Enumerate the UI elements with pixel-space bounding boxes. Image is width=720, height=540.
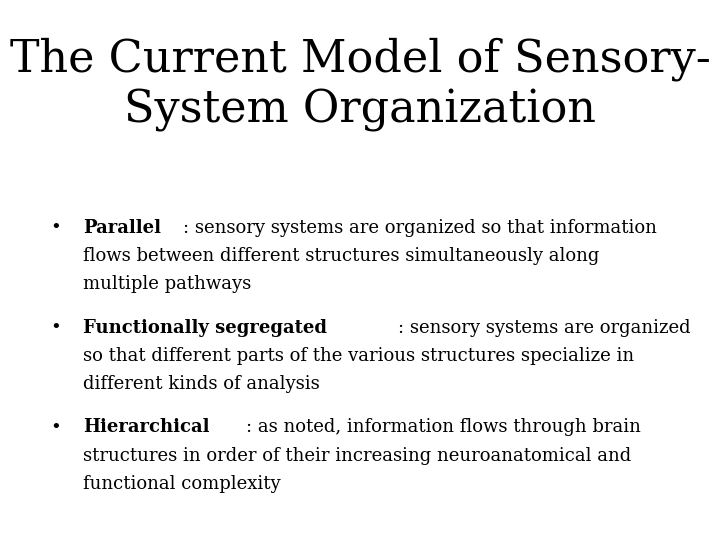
- Text: multiple pathways: multiple pathways: [83, 275, 251, 293]
- Text: : sensory systems are organized: : sensory systems are organized: [397, 319, 690, 336]
- Text: The Current Model of Sensory-
System Organization: The Current Model of Sensory- System Org…: [9, 38, 711, 132]
- Text: flows between different structures simultaneously along: flows between different structures simul…: [83, 247, 599, 265]
- Text: Functionally segregated: Functionally segregated: [83, 319, 327, 336]
- Text: •: •: [50, 219, 61, 237]
- Text: different kinds of analysis: different kinds of analysis: [83, 375, 320, 393]
- Text: Parallel: Parallel: [83, 219, 161, 237]
- Text: •: •: [50, 418, 61, 436]
- Text: : sensory systems are organized so that information: : sensory systems are organized so that …: [184, 219, 657, 237]
- Text: •: •: [50, 319, 61, 336]
- Text: structures in order of their increasing neuroanatomical and: structures in order of their increasing …: [83, 447, 631, 464]
- Text: so that different parts of the various structures specialize in: so that different parts of the various s…: [83, 347, 634, 364]
- Text: : as noted, information flows through brain: : as noted, information flows through br…: [246, 418, 641, 436]
- Text: functional complexity: functional complexity: [83, 475, 280, 492]
- Text: Hierarchical: Hierarchical: [83, 418, 210, 436]
